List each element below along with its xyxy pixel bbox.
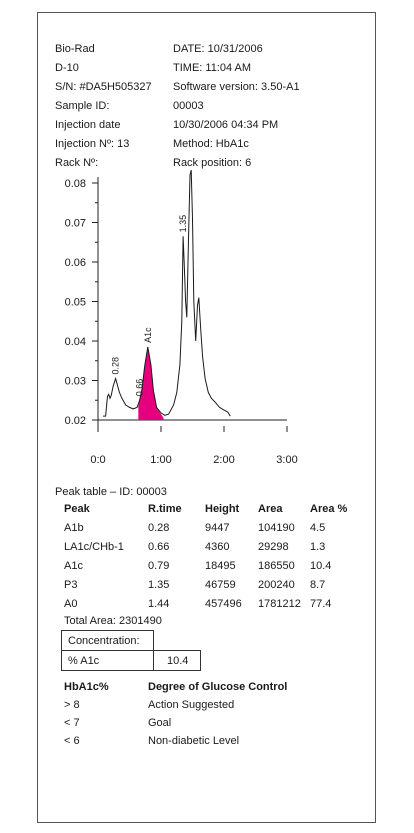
report-page bbox=[37, 12, 376, 823]
table-cell: 4360 bbox=[205, 541, 230, 553]
concentration-label: Concentration: bbox=[68, 635, 140, 647]
control-description: Non-diabetic Level bbox=[148, 735, 240, 747]
table-cell: 9447 bbox=[205, 522, 230, 534]
header-left-4: Injection date bbox=[55, 119, 121, 131]
header-right-1: TIME: 11:04 AM bbox=[173, 62, 252, 74]
chromatogram-chart: 0.02 0.03 0.04 0.05 0.06 0.07 0.08 0:0 1:00 2:00 3… bbox=[65, 169, 298, 466]
a1c-peak-area bbox=[138, 346, 164, 420]
table-cell: 186550 bbox=[258, 560, 295, 572]
x-tick-label: 0:0 bbox=[90, 454, 105, 466]
concentration-value-cell: 10.4 bbox=[153, 650, 201, 671]
table-cell: 10.4 bbox=[310, 560, 332, 572]
table-cell: 18495 bbox=[205, 560, 236, 572]
y-tick-label: 0.07 bbox=[65, 218, 86, 230]
header-left-2: S/N: #DA5H505327 bbox=[55, 81, 152, 93]
peak-label: A1c bbox=[143, 327, 153, 343]
y-tick-label: 0.08 bbox=[65, 178, 86, 190]
table-cell: 104190 bbox=[258, 522, 295, 534]
control-header-hba1c: HbA1c% bbox=[64, 681, 109, 693]
table-cell: 0.28 bbox=[148, 522, 170, 534]
table-cell: 4.5 bbox=[310, 522, 326, 534]
y-tick-label: 0.04 bbox=[65, 336, 86, 348]
peak-label: 0.28 bbox=[111, 357, 121, 375]
header-left-6: Rack Nº: bbox=[55, 157, 99, 169]
header-left-0: Bio-Rad bbox=[55, 43, 95, 55]
table-cell: 1781212 bbox=[258, 598, 301, 610]
concentration-name-cell: % A1c bbox=[61, 650, 154, 671]
y-tick-label: 0.02 bbox=[65, 415, 86, 427]
header-right-5: Method: HbA1c bbox=[173, 138, 249, 150]
table-cell: 77.4 bbox=[310, 598, 332, 610]
y-tick-label: 0.05 bbox=[65, 297, 86, 309]
control-description: Goal bbox=[148, 717, 172, 729]
table-cell: A1b bbox=[64, 522, 84, 534]
peak-table-header-area-pct: Area % bbox=[310, 503, 348, 515]
table-cell: 0.79 bbox=[148, 560, 170, 572]
table-cell: 457496 bbox=[205, 598, 242, 610]
control-header-degree: Degree of Glucose Control bbox=[148, 681, 288, 693]
control-threshold: > 8 bbox=[64, 699, 80, 711]
table-cell: P3 bbox=[64, 579, 78, 591]
y-tick-label: 0.06 bbox=[65, 257, 86, 269]
x-tick-label: 3:00 bbox=[276, 454, 297, 466]
control-threshold: < 7 bbox=[64, 717, 80, 729]
header-right-6: Rack position: 6 bbox=[173, 157, 252, 169]
chromatogram-trace bbox=[103, 169, 231, 417]
table-cell: A1c bbox=[64, 560, 83, 572]
table-cell: 0.66 bbox=[148, 541, 170, 553]
table-cell: LA1c/CHb-1 bbox=[64, 541, 124, 553]
x-tick-label: 1:00 bbox=[150, 454, 171, 466]
peak-table-header-area: Area bbox=[258, 503, 283, 515]
table-cell: 8.7 bbox=[310, 579, 326, 591]
table-cell: 1.35 bbox=[148, 579, 170, 591]
control-threshold: < 6 bbox=[64, 735, 80, 747]
table-cell: 29298 bbox=[258, 541, 289, 553]
peak-table-title: Peak table – ID: 00003 bbox=[55, 486, 167, 498]
concentration-value: 10.4 bbox=[167, 655, 189, 667]
peak-label: 0.66 bbox=[135, 379, 145, 397]
header-left-1: D-10 bbox=[55, 62, 79, 74]
concentration-name: % A1c bbox=[68, 655, 100, 667]
table-cell: 1.3 bbox=[310, 541, 326, 553]
header-right-0: DATE: 10/31/2006 bbox=[173, 43, 263, 55]
header-left-3: Sample ID: bbox=[55, 100, 110, 112]
table-cell: 1.44 bbox=[148, 598, 170, 610]
header-right-2: Software version: 3.50-A1 bbox=[173, 81, 300, 93]
header-left-5: Injection Nº: 13 bbox=[55, 138, 130, 150]
total-area: Total Area: 2301490 bbox=[64, 615, 162, 627]
table-cell: A0 bbox=[64, 598, 78, 610]
peak-table-header-peak: Peak bbox=[64, 503, 90, 515]
peak-table-header-height: Height bbox=[205, 503, 240, 515]
y-tick-label: 0.03 bbox=[65, 376, 86, 388]
header-right-4: 10/30/2006 04:34 PM bbox=[173, 119, 279, 131]
control-description: Action Suggested bbox=[148, 699, 235, 711]
peak-table-header-rtime: R.time bbox=[148, 503, 182, 515]
table-cell: 46759 bbox=[205, 579, 236, 591]
x-tick-label: 2:00 bbox=[213, 454, 234, 466]
table-cell: 200240 bbox=[258, 579, 295, 591]
concentration-label-cell: Concentration: bbox=[61, 630, 154, 651]
peak-label: 1.35 bbox=[178, 215, 188, 233]
header-right-3: 00003 bbox=[173, 100, 204, 112]
